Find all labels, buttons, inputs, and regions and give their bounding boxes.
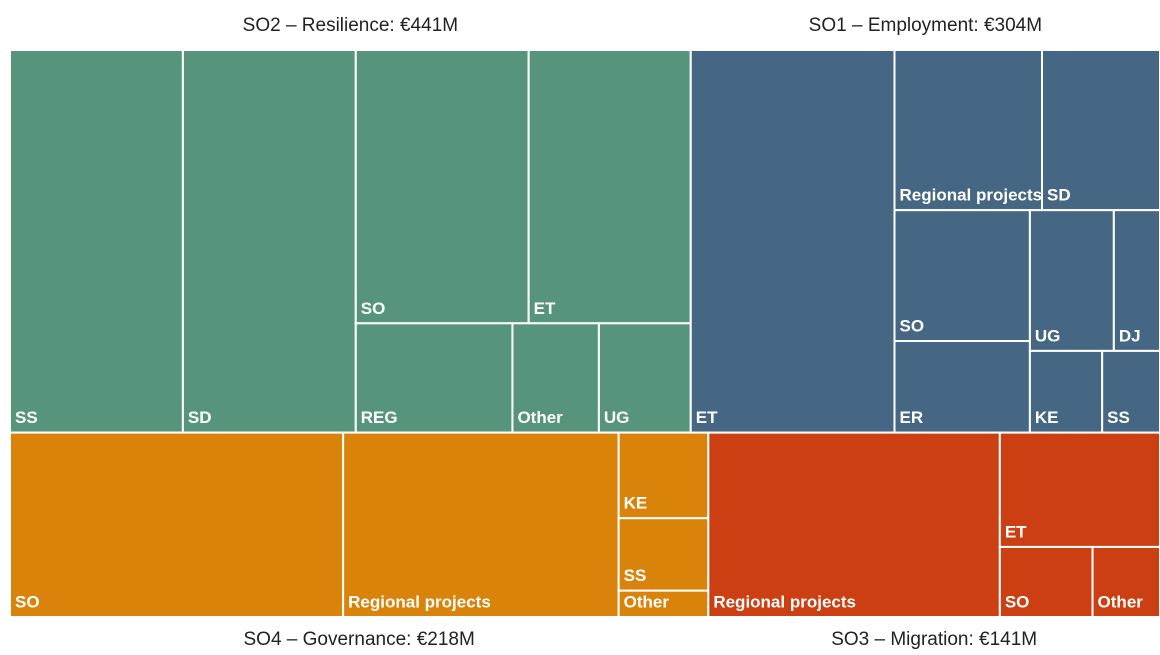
- tile-label: SO: [361, 299, 386, 318]
- tile-label: Regional projects: [899, 186, 1042, 205]
- tile-label: Regional projects: [713, 592, 856, 611]
- treemap-tile: [1028, 349, 1104, 434]
- tile-label: Regional projects: [348, 592, 491, 611]
- treemap-tile: [342, 431, 620, 618]
- treemap-tile: [1091, 545, 1160, 618]
- group-title: SO4 – Governance: €218M: [244, 629, 475, 650]
- treemap-tile: [511, 322, 600, 434]
- group-title: SO3 – Migration: €141M: [831, 629, 1037, 650]
- tile-label: SS: [624, 566, 647, 585]
- tile-label: SS: [15, 408, 38, 427]
- tile-label: SS: [1107, 408, 1130, 427]
- treemap-tile: [707, 431, 1001, 618]
- tile-label: REG: [361, 408, 398, 427]
- treemap-tile: [893, 49, 1043, 212]
- tile-label: Other: [624, 592, 670, 611]
- treemap-tile: [354, 322, 514, 434]
- treemap-tile: [689, 49, 896, 434]
- tile-label: Other: [517, 408, 563, 427]
- tile-label: Other: [1098, 592, 1144, 611]
- tile-label: ER: [899, 408, 923, 427]
- tile-label: KE: [1035, 408, 1059, 427]
- group-title: SO2 – Resilience: €441M: [243, 15, 458, 36]
- tile-label: SO: [15, 592, 40, 611]
- group-title: SO1 – Employment: €304M: [809, 15, 1042, 36]
- tile-label: ET: [534, 299, 556, 318]
- tile-label: SO: [1005, 592, 1030, 611]
- treemap-tile: [9, 431, 345, 618]
- treemap-tile: [354, 49, 530, 325]
- treemap-tile: [893, 340, 1031, 434]
- tile-label: KE: [624, 494, 648, 513]
- treemap-tile: [181, 49, 357, 434]
- treemap-tile: [1040, 49, 1160, 212]
- tile-label: SD: [1047, 186, 1071, 205]
- tile-label: SO: [899, 317, 924, 336]
- treemap-tile: [617, 517, 710, 592]
- tile-label: ET: [696, 408, 718, 427]
- treemap-tile: [527, 49, 692, 325]
- tile-label: ET: [1005, 522, 1027, 541]
- tile-label: SD: [188, 408, 212, 427]
- treemap-tile: [998, 545, 1094, 618]
- tile-label: UG: [1035, 326, 1061, 345]
- tile-label: UG: [604, 408, 630, 427]
- treemap-tile: [617, 589, 710, 619]
- tile-label: DJ: [1119, 326, 1141, 345]
- treemap-tile: [998, 431, 1160, 548]
- treemap-tile: [9, 49, 184, 434]
- treemap-tile: [893, 209, 1031, 343]
- treemap-tile: [597, 322, 692, 434]
